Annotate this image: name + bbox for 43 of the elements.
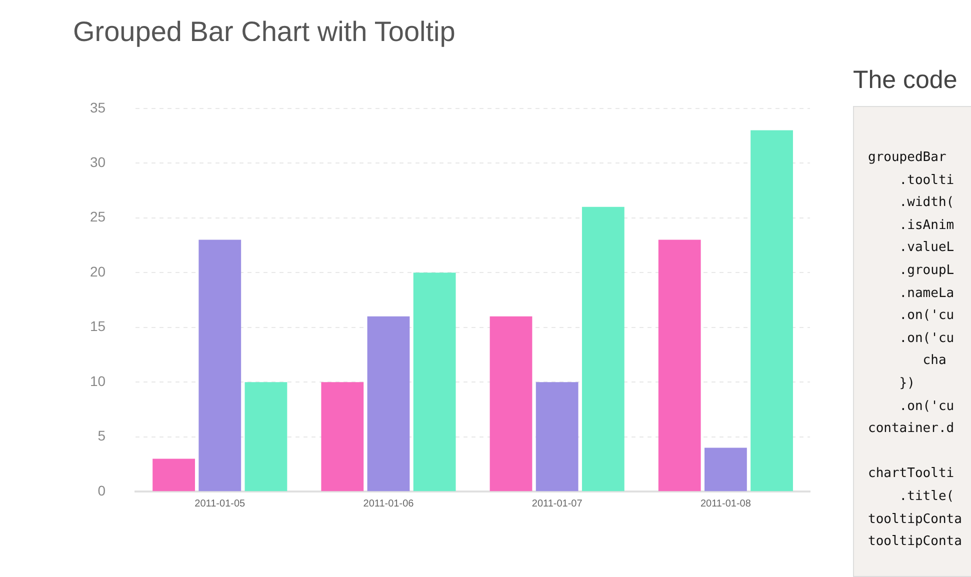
- y-tick-label: 20: [90, 263, 106, 280]
- bar: [198, 240, 242, 492]
- bar: [244, 382, 288, 492]
- y-tick-label: 25: [90, 208, 106, 225]
- bar: [750, 130, 793, 492]
- bar: [658, 240, 701, 492]
- bar: [704, 448, 747, 492]
- bar: [367, 316, 410, 492]
- y-tick-label: 0: [98, 482, 106, 498]
- bar: [582, 206, 624, 492]
- text: chartToolti: [868, 465, 956, 484]
- x-tick-label: 2011-01-06: [363, 498, 414, 510]
- text: .nameLa: [898, 284, 956, 303]
- bar: [490, 316, 532, 492]
- text: .on('cu: [898, 330, 956, 348]
- text: container.d: [868, 420, 956, 438]
- y-tick-label: 15: [90, 318, 106, 334]
- text: }): [898, 374, 916, 393]
- x-tick-label: 2011-01-08: [700, 498, 752, 510]
- text: .groupL: [898, 262, 956, 280]
- x-tick-label: 2011-01-07: [532, 498, 583, 510]
- text: .title(: [898, 488, 956, 506]
- text: .toolti: [898, 172, 956, 190]
- text: .on('cu: [898, 398, 956, 416]
- bar: [536, 382, 578, 492]
- text: .on('cu: [898, 307, 956, 326]
- bar: [152, 458, 195, 492]
- y-tick-label: 35: [90, 99, 106, 116]
- text: The code: [853, 66, 958, 95]
- y-tick-label: 5: [98, 428, 106, 444]
- text: .valueL: [898, 239, 956, 258]
- bar: [321, 382, 364, 492]
- y-tick-label: 30: [90, 154, 106, 170]
- text: .isAnim: [898, 216, 956, 235]
- y-tick-label: 10: [90, 372, 106, 389]
- text: tooltipConta: [868, 533, 963, 552]
- chart-title: Grouped Bar Chart with Tooltip: [73, 16, 456, 48]
- text: cha: [922, 352, 948, 370]
- text: .width(: [898, 194, 956, 212]
- x-tick-label: 2011-01-05: [194, 498, 246, 510]
- text: tooltipConta: [868, 510, 963, 528]
- text: groupedBar: [868, 149, 948, 167]
- bar: [413, 272, 456, 492]
